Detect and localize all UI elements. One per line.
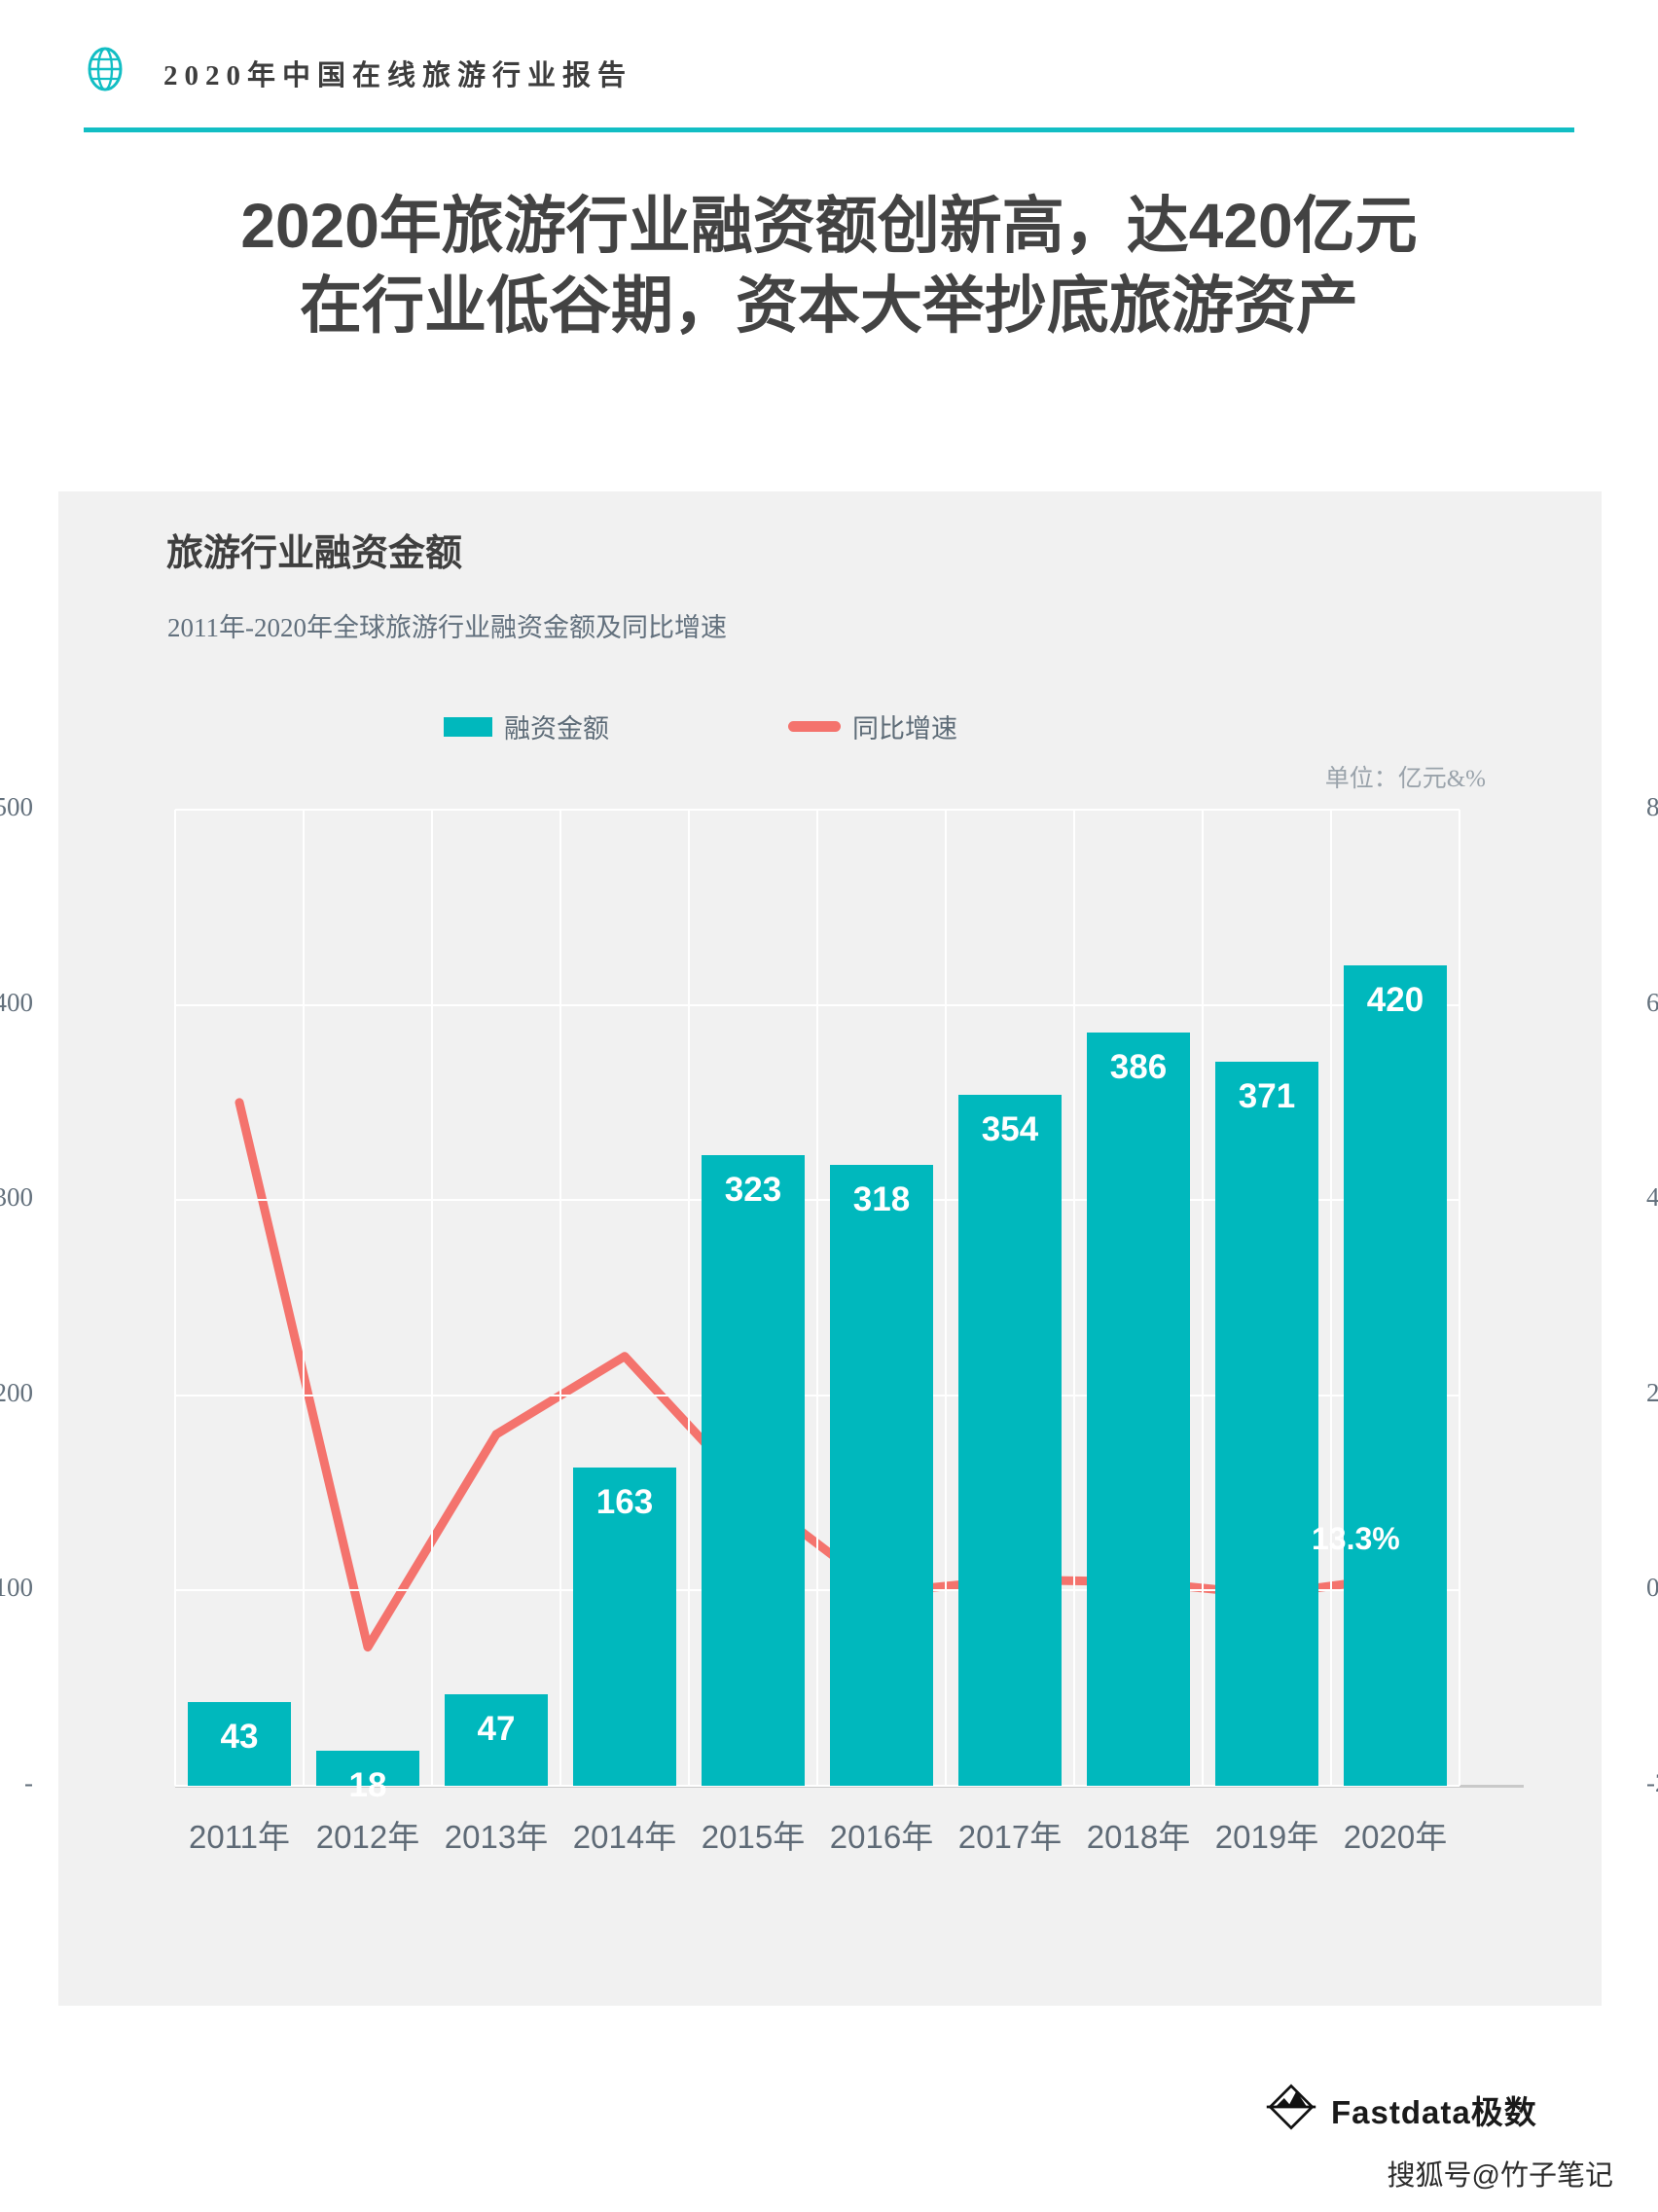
legend-label-bar: 融资金额 [504,714,609,743]
bar[interactable] [1087,1032,1190,1786]
gridline-vertical [688,810,690,1786]
gridline-vertical [174,810,176,1786]
y-axis-right-tick: 600% [1646,987,1658,1017]
bar-value-label: 43 [220,1717,259,1756]
bar[interactable] [188,1701,291,1786]
x-axis-tick: 2015年 [701,1819,806,1855]
brand-name: Fastdata极数 [1331,2093,1537,2130]
chart-legend: 融资金额 同比增速 [58,707,1602,746]
bar-value-label: 386 [1109,1047,1168,1086]
bar-value-label: 354 [981,1109,1039,1148]
y-axis-left-tick: 100 [0,1573,33,1603]
x-axis-tick: 2011年 [189,1819,290,1855]
bar[interactable] [1344,965,1447,1786]
legend-label-line: 同比增速 [852,714,957,743]
y-axis-left-tick: - [24,1768,33,1797]
gridline-horizontal [175,1785,1460,1787]
bar-value-label: 420 [1366,981,1424,1020]
gridline-vertical [559,810,561,1786]
page-title-line-1: 2020年旅游行业融资额创新高，达420亿元 [240,191,1418,261]
bar-value-label: 18 [348,1765,387,1804]
chart-subtitle: 2011年-2020年全球旅游行业融资金额及同比增速 [167,613,727,642]
legend-swatch-bar-icon [444,716,492,737]
bar[interactable] [1215,1061,1318,1786]
plot-area: - 100 200 300 400 500 -200% 0% 200% 400% 600% 800% 4… [0,792,1658,1855]
bar[interactable] [445,1693,548,1786]
report-title: 2020年中国在线旅游行业报告 [163,60,633,91]
y-axis-left-tick: 300 [0,1182,33,1213]
bar-value-label: 371 [1238,1076,1296,1115]
y-axis-left-tick: 500 [0,792,33,821]
chart-unit-label: 单位：亿元&% [1324,766,1486,792]
bar-value-label: 318 [852,1180,911,1219]
gridline-vertical [303,810,305,1786]
gridline-vertical [1202,810,1204,1786]
bar-value-label: 47 [477,1709,516,1748]
y-axis-right-tick: -200% [1646,1768,1658,1797]
x-axis-tick: 2014年 [572,1819,677,1855]
x-axis-tick: 2012年 [315,1819,420,1855]
brand-logo: Fastdata极数 [1265,2081,1537,2138]
chart-card: 旅游行业融资金额 2011年-2020年全球旅游行业融资金额及同比增速 融资金额… [0,491,1658,2006]
gridline-vertical [1073,810,1075,1786]
page-title-line-2: 在行业低谷期，资本大举抄底旅游资产 [300,270,1358,341]
bar[interactable] [830,1165,933,1786]
y-axis-left-tick: 400 [0,987,33,1017]
legend-item-line[interactable]: 同比增速 [788,707,957,745]
gridline-vertical [816,810,818,1786]
globe-icon [83,47,127,91]
legend-swatch-line-icon [788,721,841,732]
y-axis-left-tick: 200 [0,1377,33,1407]
bar-value-label: 163 [595,1483,654,1522]
x-axis-tick: 2018年 [1086,1819,1191,1855]
y-axis-right-tick: 400% [1646,1182,1658,1213]
bar[interactable] [573,1468,676,1786]
line-value-label: 13.3% [1312,1521,1400,1557]
gridline-vertical [1459,810,1460,1786]
gridline-vertical [431,810,433,1786]
legend-item-bar[interactable]: 融资金额 [444,707,609,745]
x-axis-tick: 2019年 [1214,1819,1319,1855]
bar[interactable] [316,1750,419,1786]
x-axis-tick: 2020年 [1343,1819,1448,1855]
y-axis-right-tick: 0% [1646,1573,1658,1603]
bar[interactable] [958,1094,1062,1786]
gridline-vertical [945,810,947,1786]
x-axis-tick: 2017年 [957,1819,1063,1855]
bar-value-label: 323 [724,1171,782,1210]
y-axis-right-tick: 800% [1646,792,1658,821]
page-header: 2020年中国在线旅游行业报告 [0,0,1658,136]
gridline-vertical [1330,810,1332,1786]
y-axis-right-tick: 200% [1646,1377,1658,1407]
x-axis-tick: 2013年 [444,1819,549,1855]
source-watermark: 搜狐号@竹子笔记 [1387,2160,1613,2192]
page-title: 2020年旅游行业融资额创新高，达420亿元 在行业低谷期，资本大举抄底旅游资产 [0,187,1658,346]
x-axis-tick: 2016年 [829,1819,934,1855]
mountain-diamond-icon [1265,2081,1317,2138]
bar[interactable] [702,1155,805,1786]
chart-title: 旅游行业融资金额 [166,533,463,574]
header-divider [84,127,1574,132]
